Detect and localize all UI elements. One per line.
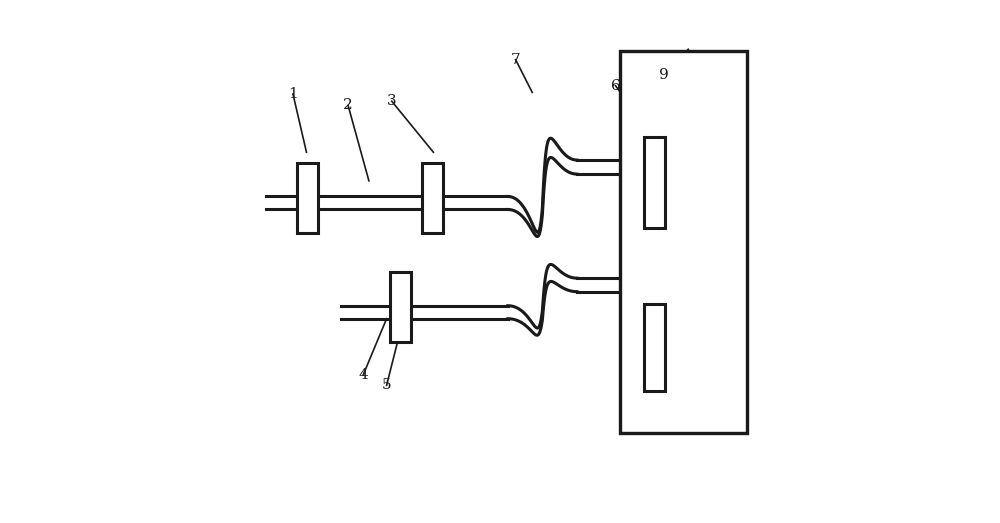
Text: 1: 1 [288,87,298,101]
Bar [390,272,411,342]
Text: 4: 4 [358,368,368,382]
Text: 3: 3 [387,94,397,108]
Text: 6: 6 [611,78,620,93]
Bar [297,163,318,233]
Text: 9: 9 [659,69,669,82]
Bar [422,163,443,233]
Text: 7: 7 [511,53,520,66]
Bar [644,137,665,228]
Bar [620,51,747,433]
Bar [644,304,665,391]
Text: 5: 5 [382,378,391,392]
Text: 2: 2 [343,98,353,112]
